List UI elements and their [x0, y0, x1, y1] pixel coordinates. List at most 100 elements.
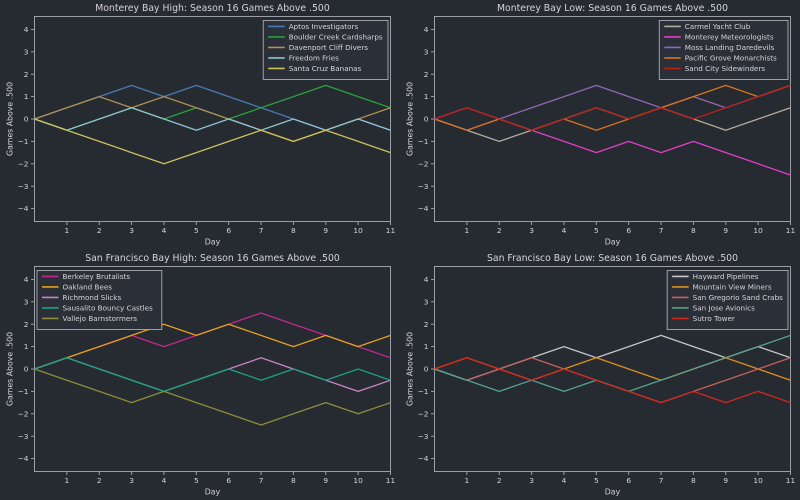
- y-tick-label: 3: [424, 47, 429, 56]
- y-tick-label: −1: [418, 387, 429, 396]
- x-tick-label: 1: [65, 226, 70, 235]
- y-tick-label: 4: [424, 275, 429, 284]
- y-tick-label: −2: [418, 159, 429, 168]
- series-line-sand-city-sidewinders: [434, 84, 791, 131]
- y-tick-label: −3: [18, 182, 29, 191]
- y-tick-label: −1: [418, 137, 429, 146]
- legend-label-san-gregorio-sand-crabs: San Gregorio Sand Crabs: [693, 293, 783, 302]
- x-tick-label: 4: [562, 476, 567, 485]
- y-tick-label: 0: [24, 115, 29, 124]
- x-tick-label: 3: [129, 476, 134, 485]
- series-line-santa-cruz-bananas: [34, 118, 391, 165]
- x-tick-label: 8: [291, 226, 296, 235]
- legend-label-mountain-view-miners: Mountain View Miners: [693, 283, 772, 292]
- y-tick-label: −4: [418, 454, 429, 463]
- y-tick-label: −2: [18, 159, 29, 168]
- legend: Carmel Yacht Club Monterey Meteorologists…: [658, 20, 789, 80]
- x-tick-label: 6: [626, 226, 631, 235]
- x-tick-label: 6: [626, 476, 631, 485]
- series-line-oakland-bees: [34, 323, 391, 370]
- x-tick-label: 11: [386, 226, 396, 235]
- y-tick-label: −1: [18, 387, 29, 396]
- chart-cell-monterey-bay-low: Monterey Bay Low: Season 16 Games Above …: [400, 0, 800, 250]
- y-tick-label: 4: [24, 25, 29, 34]
- y-tick-label: −3: [418, 432, 429, 441]
- y-tick-label: 2: [424, 70, 429, 79]
- y-tick-label: 1: [424, 342, 429, 351]
- x-tick-label: 1: [465, 476, 470, 485]
- x-axis-label: Day: [205, 488, 221, 497]
- x-tick-label: 1: [65, 476, 70, 485]
- legend-label-moss-landing-daredevils: Moss Landing Daredevils: [685, 43, 775, 52]
- series-line-vallejo-barnstormers: [34, 368, 391, 426]
- x-axis-label: Day: [605, 488, 621, 497]
- y-tick-label: −2: [418, 409, 429, 418]
- chart-cell-san-francisco-bay-low: San Francisco Bay Low: Season 16 Games A…: [400, 250, 800, 500]
- legend-label-davenport-cliff-divers: Davenport Cliff Divers: [289, 43, 369, 52]
- y-tick-label: 2: [424, 320, 429, 329]
- x-tick-label: 8: [291, 476, 296, 485]
- y-tick-label: 3: [424, 297, 429, 306]
- series-line-freedom-fries: [34, 107, 391, 131]
- legend-label-monterey-meteorologists: Monterey Meteorologists: [685, 33, 774, 42]
- chart-title: Monterey Bay Low: Season 16 Games Above …: [497, 3, 728, 14]
- chart-monterey-bay-low: Monterey Bay Low: Season 16 Games Above …: [400, 0, 800, 250]
- y-tick-label: −2: [18, 409, 29, 418]
- chart-cell-monterey-bay-high: Monterey Bay High: Season 16 Games Above…: [0, 0, 400, 250]
- x-tick-label: 9: [323, 226, 328, 235]
- y-tick-label: −4: [18, 454, 29, 463]
- x-tick-label: 11: [786, 226, 796, 235]
- y-axis-label: Games Above .500: [406, 82, 415, 156]
- series-line-sausalito-bouncy-castles: [34, 357, 391, 393]
- x-tick-label: 7: [659, 226, 664, 235]
- legend-label-oakland-bees: Oakland Bees: [63, 283, 113, 292]
- x-tick-label: 4: [562, 226, 567, 235]
- x-tick-label: 7: [259, 476, 264, 485]
- legend-label-freedom-fries: Freedom Fries: [289, 54, 339, 63]
- y-tick-label: 2: [24, 320, 29, 329]
- x-tick-label: 6: [226, 226, 231, 235]
- y-tick-label: 4: [24, 275, 29, 284]
- x-tick-label: 10: [353, 476, 363, 485]
- x-tick-label: 2: [97, 476, 102, 485]
- legend-label-hayward-pipelines: Hayward Pipelines: [693, 272, 759, 281]
- y-tick-label: 3: [24, 297, 29, 306]
- x-tick-label: 5: [594, 226, 599, 235]
- chart-cell-san-francisco-bay-high: San Francisco Bay High: Season 16 Games …: [0, 250, 400, 500]
- x-tick-label: 7: [259, 226, 264, 235]
- y-tick-label: 4: [424, 25, 429, 34]
- legend-label-sausalito-bouncy-castles: Sausalito Bouncy Castles: [63, 304, 153, 313]
- y-tick-label: 0: [24, 365, 29, 374]
- legend-label-aptos-investigators: Aptos Investigators: [289, 22, 359, 31]
- legend-label-san-jose-avionics: San Jose Avionics: [693, 304, 755, 313]
- y-tick-label: −4: [418, 204, 429, 213]
- x-tick-label: 10: [353, 226, 363, 235]
- x-tick-label: 3: [529, 226, 534, 235]
- x-tick-label: 9: [723, 476, 728, 485]
- legend-box: [666, 270, 789, 330]
- x-tick-label: 3: [129, 226, 134, 235]
- x-tick-label: 4: [162, 476, 167, 485]
- x-tick-label: 9: [323, 476, 328, 485]
- x-tick-label: 6: [226, 476, 231, 485]
- x-tick-label: 2: [497, 226, 502, 235]
- legend-label-santa-cruz-bananas: Santa Cruz Bananas: [289, 64, 362, 73]
- chart-title: San Francisco Bay High: Season 16 Games …: [85, 253, 340, 264]
- legend: Berkeley Brutalists Oakland BeesRichmond …: [36, 270, 163, 330]
- x-tick-label: 3: [529, 476, 534, 485]
- y-axis-label: Games Above .500: [6, 82, 15, 156]
- x-tick-label: 1: [465, 226, 470, 235]
- y-tick-label: 1: [24, 92, 29, 101]
- y-tick-label: −3: [18, 432, 29, 441]
- x-tick-label: 10: [753, 226, 763, 235]
- x-tick-label: 2: [97, 226, 102, 235]
- chart-san-francisco-bay-high: San Francisco Bay High: Season 16 Games …: [0, 250, 400, 500]
- x-tick-label: 8: [691, 476, 696, 485]
- y-tick-label: 1: [24, 342, 29, 351]
- y-tick-label: −4: [18, 204, 29, 213]
- legend-label-sand-city-sidewinders: Sand City Sidewinders: [685, 64, 766, 73]
- y-tick-label: 0: [424, 365, 429, 374]
- series-line-sutro-tower: [434, 357, 791, 404]
- x-tick-label: 10: [753, 476, 763, 485]
